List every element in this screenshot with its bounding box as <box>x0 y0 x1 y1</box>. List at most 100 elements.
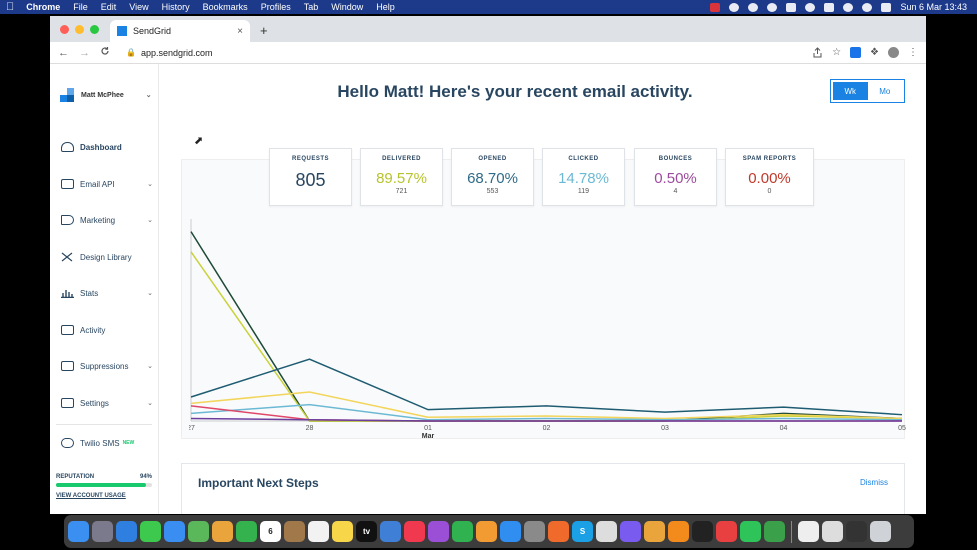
stat-card-opened[interactable]: OPENED 68.70% 553 <box>451 148 534 206</box>
menu-edit[interactable]: Edit <box>92 2 117 12</box>
sync-icon[interactable] <box>748 2 759 12</box>
pages-icon[interactable] <box>476 521 497 542</box>
gear-icon[interactable] <box>729 2 740 12</box>
minus-circle-icon[interactable] <box>767 2 778 12</box>
messenger-icon[interactable] <box>620 521 641 542</box>
control-center-icon[interactable] <box>881 2 892 12</box>
launchpad-icon[interactable] <box>92 521 113 542</box>
contacts-icon[interactable] <box>284 521 305 542</box>
anydesk-icon[interactable] <box>716 521 737 542</box>
keynote-icon[interactable] <box>380 521 401 542</box>
stat-card-delivered[interactable]: DELIVERED 89.57% 721 <box>360 148 443 206</box>
vlc-icon[interactable] <box>668 521 689 542</box>
stat-card-bounces[interactable]: BOUNCES 0.50% 4 <box>634 148 717 206</box>
document-icon[interactable] <box>798 521 819 542</box>
search-icon[interactable] <box>862 2 873 12</box>
vlc-menu-icon[interactable] <box>786 2 797 12</box>
lock-icon[interactable]: 🔒 <box>126 48 136 57</box>
toggle-week-button[interactable]: Wk <box>833 82 868 100</box>
photos-icon[interactable] <box>212 521 233 542</box>
menu-window[interactable]: Window <box>322 2 363 12</box>
browser-tab[interactable]: SendGrid × <box>110 20 250 42</box>
forward-button[interactable]: → <box>79 46 90 59</box>
sidebar-item-settings[interactable]: Settings ⌄ <box>61 398 153 408</box>
music-icon[interactable] <box>404 521 425 542</box>
dismiss-link[interactable]: Dismiss <box>860 478 888 487</box>
stat-card-clicked[interactable]: CLICKED 14.78% 119 <box>542 148 625 206</box>
sidebar-item-twilio-sms[interactable]: Twilio SMS NEW <box>61 438 153 448</box>
play-icon[interactable] <box>805 2 816 12</box>
new-tab-button[interactable]: + <box>260 23 268 38</box>
menu-history[interactable]: History <box>153 2 190 12</box>
profile-avatar-icon[interactable] <box>888 47 899 58</box>
firefox-icon[interactable] <box>548 521 569 542</box>
back-button[interactable]: ← <box>58 46 69 59</box>
reminders-icon[interactable] <box>308 521 329 542</box>
battery-icon[interactable] <box>824 2 835 12</box>
reload-button[interactable] <box>100 46 110 59</box>
more-menu-icon[interactable]: ⋮ <box>908 47 918 58</box>
close-window-button[interactable] <box>60 25 69 34</box>
series-line-5 <box>190 403 903 421</box>
sidebar-item-suppressions[interactable]: Suppressions ⌄ <box>61 361 153 371</box>
share-icon[interactable] <box>812 47 823 58</box>
mail-icon[interactable] <box>164 521 185 542</box>
camtasia-icon[interactable] <box>764 521 785 542</box>
reputation-meter: REPUTATION 94% VIEW ACCOUNT USAGE <box>56 474 152 499</box>
notes-icon[interactable] <box>332 521 353 542</box>
system-preferences-icon[interactable] <box>524 521 545 542</box>
finder-icon[interactable] <box>68 521 89 542</box>
sidebar-item-stats[interactable]: Stats ⌄ <box>61 288 153 299</box>
safari-icon[interactable] <box>116 521 137 542</box>
account-menu[interactable]: Matt McPhee ⌄ <box>60 88 152 102</box>
terminal-icon[interactable] <box>692 521 713 542</box>
menu-help[interactable]: Help <box>367 2 395 12</box>
sidebar-item-marketing[interactable]: Marketing ⌄ <box>61 215 153 225</box>
stat-value: 0.00% <box>748 170 791 187</box>
sidebar-item-activity[interactable]: Activity <box>61 325 153 335</box>
sidebar-item-dashboard[interactable]: Dashboard <box>61 142 153 152</box>
whatsapp-icon[interactable] <box>740 521 761 542</box>
extensions-puzzle-icon[interactable]: ❖ <box>870 47 879 58</box>
stat-card-requests[interactable]: REQUESTS 805 <box>269 148 352 206</box>
apple-icon[interactable]:  <box>6 1 14 13</box>
skype-icon[interactable]: S <box>572 521 593 542</box>
tab-close-icon[interactable]: × <box>237 25 243 37</box>
menu-chrome[interactable]: Chrome <box>18 2 60 12</box>
messages-icon[interactable] <box>140 521 161 542</box>
menu-profiles[interactable]: Profiles <box>252 2 291 12</box>
zoom-window-button[interactable] <box>90 25 99 34</box>
bar-chart-icon <box>61 288 74 299</box>
record-icon[interactable] <box>710 2 721 12</box>
menu-bookmarks[interactable]: Bookmarks <box>194 2 248 12</box>
menubar-clock[interactable]: Sun 6 Mar 13:43 <box>900 2 967 12</box>
wifi-icon[interactable] <box>843 2 854 12</box>
trash-icon[interactable] <box>870 521 891 542</box>
app-store-icon[interactable] <box>500 521 521 542</box>
stat-card-spam-reports[interactable]: SPAM REPORTS 0.00% 0 <box>725 148 814 206</box>
minimize-window-button[interactable] <box>75 25 84 34</box>
calendar-icon[interactable]: 6 <box>260 521 281 542</box>
menu-view[interactable]: View <box>121 2 148 12</box>
toggle-month-button[interactable]: Mo <box>879 86 891 96</box>
bookmark-star-icon[interactable]: ☆ <box>832 47 842 58</box>
translate-extension-icon[interactable] <box>850 47 862 58</box>
screen-icon[interactable] <box>846 521 867 542</box>
numbers-icon[interactable] <box>452 521 473 542</box>
address-bar[interactable]: app.sendgrid.com <box>140 47 213 58</box>
podcasts-icon[interactable] <box>428 521 449 542</box>
view-account-usage-link[interactable]: VIEW ACCOUNT USAGE <box>56 493 126 499</box>
preview-icon[interactable] <box>822 521 843 542</box>
maps-icon[interactable] <box>188 521 209 542</box>
chevron-down-icon: ⌄ <box>147 217 153 224</box>
script-editor-icon[interactable] <box>596 521 617 542</box>
sidebar-item-email-api[interactable]: Email API ⌄ <box>61 179 153 189</box>
menu-tab[interactable]: Tab <box>295 2 319 12</box>
chrome-icon[interactable] <box>644 521 665 542</box>
tv-icon[interactable]: tv <box>356 521 377 542</box>
menu-file[interactable]: File <box>65 2 88 12</box>
sidebar-item-design-library[interactable]: Design Library <box>61 252 153 262</box>
sidebar-item-label: Stats <box>80 288 99 298</box>
facetime-icon[interactable] <box>236 521 257 542</box>
stat-label: SPAM REPORTS <box>742 156 797 162</box>
